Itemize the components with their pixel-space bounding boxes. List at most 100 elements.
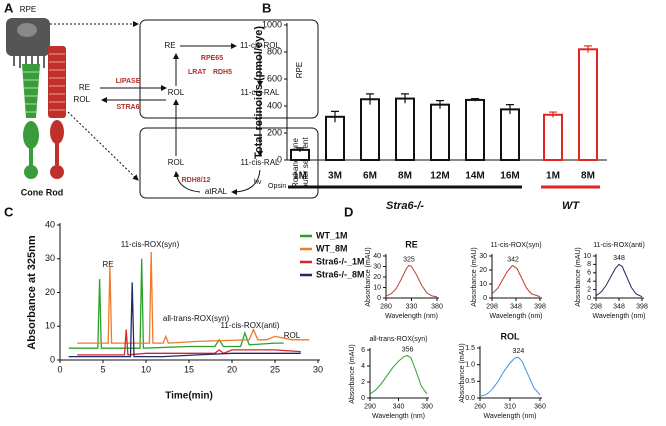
x-tick-label: 8M: [398, 171, 412, 182]
y-tick-label: 0: [377, 295, 381, 302]
panel-label: A: [4, 0, 14, 15]
chart-title: 11-cis-ROX(syn): [490, 242, 541, 249]
x-tick-label: 348: [613, 304, 625, 311]
outer-segment-box: [139, 127, 319, 199]
y-tick-label: 400: [267, 100, 282, 110]
y-axis-label: Absorbance (mAU): [471, 247, 478, 307]
series-line: [68, 258, 284, 349]
x-tick-label: 12M: [430, 171, 449, 182]
bar: [543, 113, 563, 161]
panel-label: B: [262, 0, 271, 15]
node: RE: [164, 41, 175, 50]
y-tick-label: 20: [479, 267, 487, 274]
group-label: WT: [562, 200, 580, 212]
y-tick-label: 40: [373, 253, 381, 260]
x-tick-label: 260: [474, 404, 486, 411]
chart-title: 11-cis-ROX(anti): [593, 242, 645, 249]
x-tick-label: 330: [406, 304, 418, 311]
cell-illustration: [6, 18, 139, 181]
y-tick-label: 20: [373, 274, 381, 281]
x-axis-label: Wavelength (nm): [483, 413, 536, 420]
y-tick-label: 0: [483, 295, 487, 302]
series-line: [369, 355, 428, 395]
peak-label: 342: [507, 257, 519, 264]
node: ROL: [168, 158, 185, 167]
peak-label: 324: [513, 348, 525, 355]
node: RE: [79, 83, 90, 92]
bar: [465, 98, 485, 162]
x-tick-label: 1M: [293, 171, 307, 182]
bar: [395, 97, 415, 161]
y-tick-label: 6: [587, 270, 591, 277]
peak-label: 356: [402, 346, 414, 353]
x-tick-label: 8M: [581, 171, 595, 182]
x-tick-label: 290: [364, 404, 376, 411]
x-axis-label: Wavelength (nm): [489, 313, 542, 320]
legend-label: Stra6-/-_8M: [316, 269, 365, 279]
x-axis-label: Wavelength (nm): [592, 313, 645, 320]
y-tick-label: 10: [373, 284, 381, 291]
series-line: [385, 264, 438, 298]
enzyme: RDH8/12: [182, 177, 211, 184]
y-tick-label: 40: [45, 219, 55, 229]
x-tick-label: 30: [313, 365, 323, 375]
chart-title: all-trans-ROX(syn): [370, 336, 428, 343]
series-line: [68, 282, 301, 358]
x-tick-label: 348: [510, 304, 522, 311]
enzyme: STRA6: [117, 104, 140, 111]
x-tick-label: 3M: [328, 171, 342, 182]
y-tick-label: 1000: [262, 19, 282, 29]
x-axis-label: Wavelength (nm): [372, 413, 425, 420]
error-bar: [584, 45, 592, 53]
y-tick-label: 2: [587, 286, 591, 293]
x-tick-label: 398: [636, 304, 648, 311]
x-tick-label: 25: [270, 365, 280, 375]
x-tick-label: 5: [100, 365, 105, 375]
x-axis-label: Time(min): [165, 391, 213, 402]
y-tick-label: 10: [583, 253, 591, 260]
x-tick-label: 310: [504, 404, 516, 411]
node: 11-cis-RAL: [241, 158, 281, 167]
y-tick-label: 0: [361, 395, 365, 402]
x-tick-label: 6M: [363, 171, 377, 182]
legend-label: Stra6-/-_1M: [316, 256, 365, 266]
y-axis-label: Absorbance at 325nm: [26, 235, 38, 350]
error-bar: [331, 110, 339, 123]
x-tick-label: 10: [141, 365, 151, 375]
y-tick-label: 30: [373, 263, 381, 270]
error-bar: [549, 111, 557, 118]
y-tick-label: 600: [267, 73, 282, 83]
bar: [578, 48, 598, 161]
panel-label: C: [4, 204, 14, 219]
chart-title: RE: [405, 239, 418, 249]
x-tick-label: 398: [534, 304, 546, 311]
x-tick-label: 16M: [500, 171, 519, 182]
y-tick-label: 1.0: [465, 362, 475, 369]
x-axis-label: Wavelength (nm): [385, 313, 438, 320]
cell-label: RPE: [20, 5, 36, 14]
y-tick-label: 30: [45, 253, 55, 263]
y-tick-label: 0: [587, 295, 591, 302]
x-tick-label: 280: [380, 304, 392, 311]
y-tick-label: 800: [267, 46, 282, 56]
y-axis-label: Absorbance (mAU): [575, 247, 582, 307]
node: ROL: [74, 95, 91, 104]
bar: [500, 108, 520, 161]
y-tick-label: 30: [479, 253, 487, 260]
bar: [360, 98, 380, 161]
node: 11-cis-ROL: [240, 41, 280, 50]
light-label: hv: [254, 179, 262, 186]
y-axis-label: Total retinoids (pmol/eye): [253, 26, 265, 159]
enzyme: LRAT: [188, 69, 207, 76]
error-bar: [296, 147, 304, 152]
y-tick-label: 6: [361, 347, 365, 354]
y-tick-label: 0.5: [465, 378, 475, 385]
protein-label: Opsin: [268, 183, 286, 190]
chart-title: ROL: [501, 331, 521, 341]
x-tick-label: 380: [431, 304, 443, 311]
node: 11-cis-RAL: [241, 88, 281, 97]
error-bar: [436, 100, 444, 109]
peak-label: 11-cis-ROX(syn): [121, 240, 180, 249]
y-tick-label: 200: [267, 127, 282, 137]
y-tick-label: 1.5: [465, 345, 475, 352]
